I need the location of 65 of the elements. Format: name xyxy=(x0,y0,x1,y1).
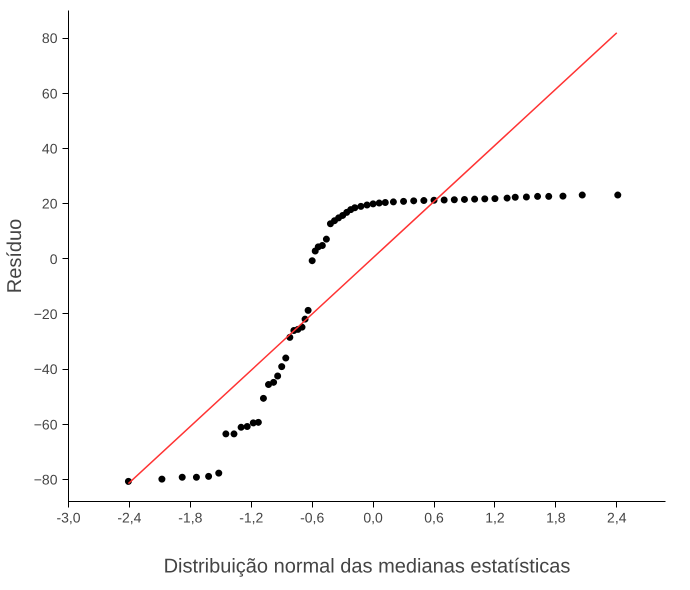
point xyxy=(270,378,278,386)
point xyxy=(254,418,262,426)
x-tick-label: 0,0 xyxy=(363,510,384,526)
point xyxy=(205,472,212,480)
point xyxy=(278,363,286,370)
point xyxy=(522,193,530,200)
point xyxy=(450,196,458,204)
point xyxy=(304,306,312,314)
point xyxy=(504,194,511,202)
point xyxy=(559,192,566,200)
x-tick-label: 2,4 xyxy=(607,510,627,526)
point xyxy=(370,200,377,208)
point xyxy=(410,197,418,204)
point xyxy=(244,422,251,430)
point xyxy=(357,202,364,210)
point xyxy=(308,257,316,264)
point xyxy=(420,197,428,204)
point xyxy=(192,474,200,481)
x-tick-label: -1,2 xyxy=(239,510,264,526)
y-tick-label: 20 xyxy=(42,196,58,212)
point xyxy=(512,194,519,201)
x-tick-label: -3,0 xyxy=(56,510,81,526)
y-tick-label: 0 xyxy=(50,250,58,267)
x-axis-title: Distribuição normal das medianas estatísticas xyxy=(164,556,570,578)
point xyxy=(491,195,498,202)
x-tick-label: -0,6 xyxy=(300,510,324,526)
point xyxy=(282,354,290,362)
point xyxy=(230,430,238,438)
point xyxy=(400,198,408,205)
point xyxy=(440,196,448,204)
x-tick-label: -1,8 xyxy=(178,510,203,526)
y-tick-label: 60 xyxy=(42,85,58,102)
point xyxy=(322,236,330,243)
point xyxy=(238,424,245,431)
point xyxy=(364,201,370,208)
point xyxy=(260,394,267,402)
point xyxy=(382,198,389,206)
y-tick-label: −20 xyxy=(34,306,58,322)
x-tick-label: 1,8 xyxy=(546,510,566,526)
point xyxy=(481,195,488,202)
y-tick-label: 80 xyxy=(42,30,58,46)
point xyxy=(265,381,272,388)
point xyxy=(376,200,383,207)
point xyxy=(614,192,622,199)
x-tick-label: 0,6 xyxy=(424,510,444,526)
y-tick-label: −40 xyxy=(34,361,58,378)
y-tick-label: −60 xyxy=(34,416,58,432)
y-tick-label: 40 xyxy=(42,140,58,156)
point xyxy=(351,204,358,212)
y-tick-label: −80 xyxy=(34,471,58,488)
y-axis-title: Resíduo xyxy=(4,218,26,294)
point xyxy=(158,476,166,483)
point xyxy=(274,372,282,380)
x-tick-label: -2,4 xyxy=(117,510,142,526)
point xyxy=(318,242,326,250)
x-tick-label: 1,2 xyxy=(485,510,505,526)
point xyxy=(534,192,542,200)
point xyxy=(471,196,478,203)
point xyxy=(390,198,397,206)
point xyxy=(545,192,552,200)
point xyxy=(215,470,222,477)
point xyxy=(578,192,586,199)
point xyxy=(178,474,186,481)
point xyxy=(222,430,230,438)
point xyxy=(460,196,468,203)
